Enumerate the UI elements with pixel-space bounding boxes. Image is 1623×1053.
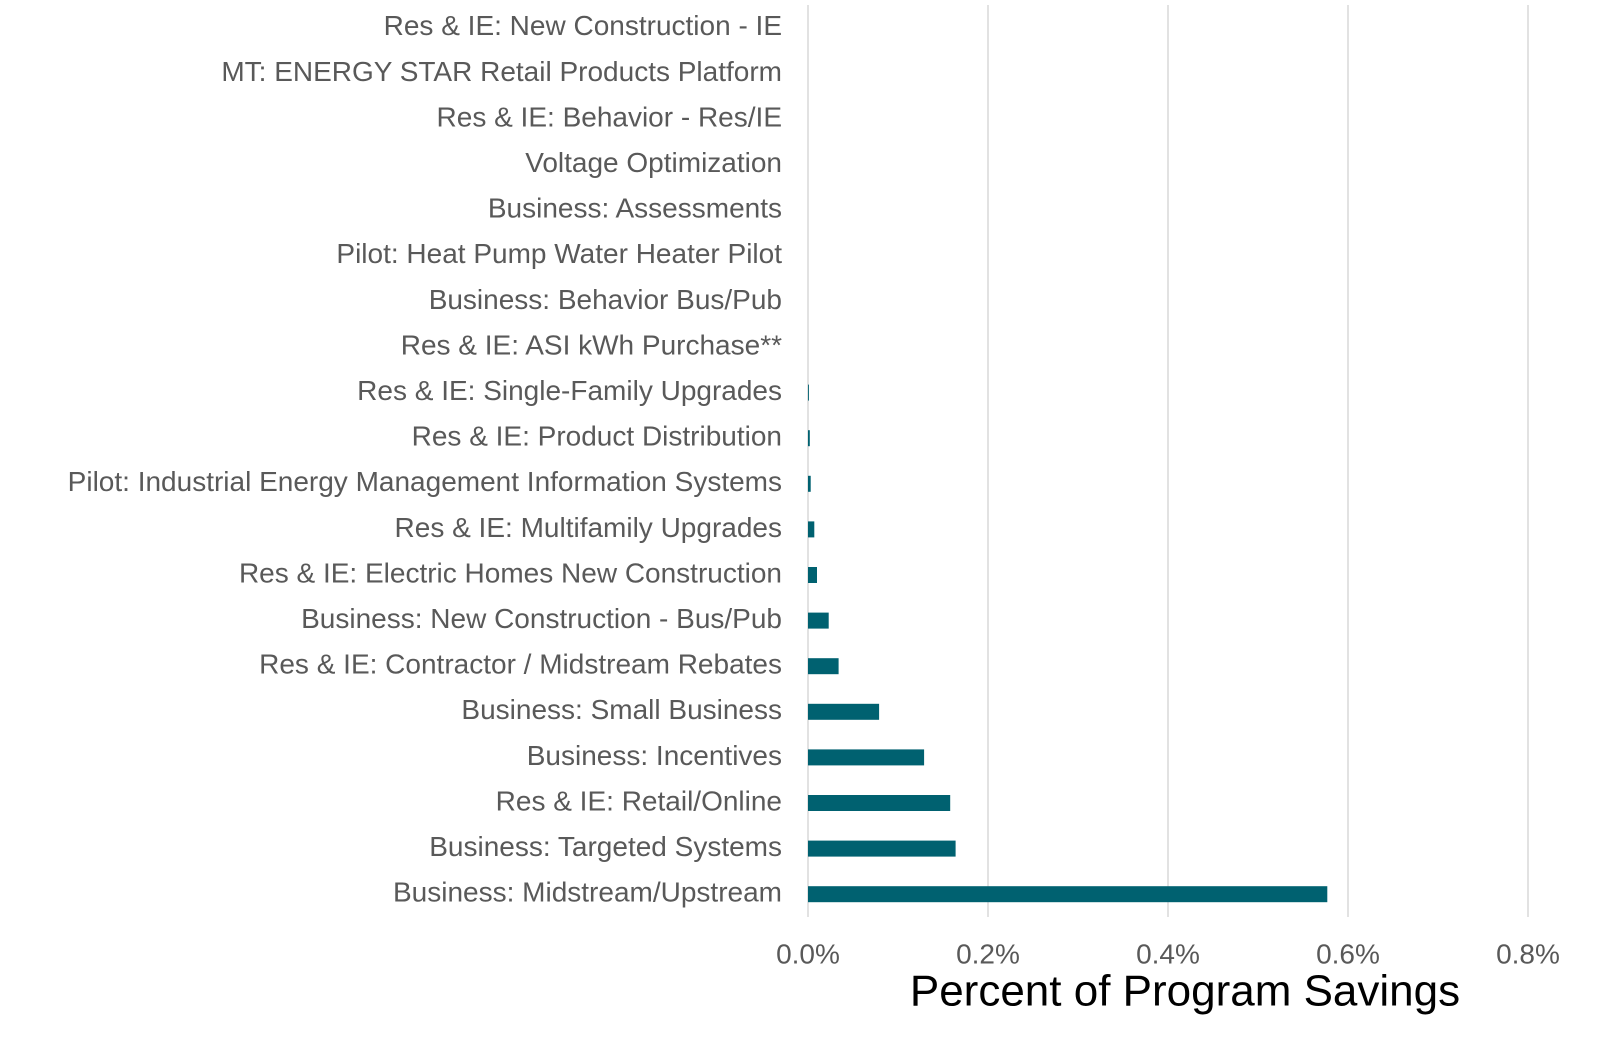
y-tick-label: Res & IE: Behavior - Res/IE bbox=[437, 101, 782, 132]
y-tick-label: MT: ENERGY STAR Retail Products Platform bbox=[221, 56, 782, 87]
y-tick-label: Pilot: Heat Pump Water Heater Pilot bbox=[336, 238, 782, 269]
y-tick-label: Res & IE: Single-Family Upgrades bbox=[357, 375, 782, 406]
bar bbox=[808, 475, 811, 492]
y-tick-label: Business: Small Business bbox=[461, 694, 782, 725]
x-tick-label: 0.0% bbox=[776, 938, 840, 969]
y-tick-label: Voltage Optimization bbox=[525, 147, 782, 178]
bar bbox=[808, 703, 880, 720]
bar bbox=[808, 795, 951, 811]
y-tick-label: Business: Midstream/Upstream bbox=[393, 877, 782, 908]
y-tick-label: Res & IE: ASI kWh Purchase** bbox=[401, 329, 782, 360]
y-tick-label: Res & IE: Multifamily Upgrades bbox=[395, 512, 782, 543]
y-tick-label: Res & IE: Contractor / Midstream Rebates bbox=[259, 649, 782, 680]
y-tick-label: Res & IE: New Construction - IE bbox=[384, 10, 782, 41]
y-tick-label: Res & IE: Retail/Online bbox=[496, 785, 782, 816]
y-tick-label: Res & IE: Product Distribution bbox=[412, 421, 782, 452]
bar bbox=[808, 749, 925, 766]
bar bbox=[808, 886, 1328, 903]
x-tick-label: 0.2% bbox=[956, 938, 1020, 969]
x-tick-label: 0.8% bbox=[1496, 938, 1560, 969]
y-tick-label: Business: New Construction - Bus/Pub bbox=[301, 603, 782, 634]
x-tick-label: 0.6% bbox=[1316, 938, 1380, 969]
bar bbox=[808, 840, 956, 857]
bar bbox=[808, 612, 829, 629]
x-tick-label: 0.4% bbox=[1136, 938, 1200, 969]
bar bbox=[808, 567, 817, 583]
y-tick-label: Pilot: Industrial Energy Management Info… bbox=[68, 466, 782, 497]
y-tick-label: Business: Targeted Systems bbox=[429, 831, 782, 862]
y-tick-label: Business: Assessments bbox=[488, 193, 782, 224]
bar bbox=[808, 521, 815, 538]
y-tick-label: Business: Behavior Bus/Pub bbox=[429, 284, 782, 315]
y-tick-label: Business: Incentives bbox=[527, 740, 782, 771]
bar bbox=[808, 430, 810, 447]
x-axis-title: Percent of Program Savings bbox=[910, 967, 1460, 1016]
y-tick-label: Res & IE: Electric Homes New Constructio… bbox=[239, 557, 782, 588]
bar bbox=[808, 658, 839, 675]
bar bbox=[808, 384, 809, 401]
